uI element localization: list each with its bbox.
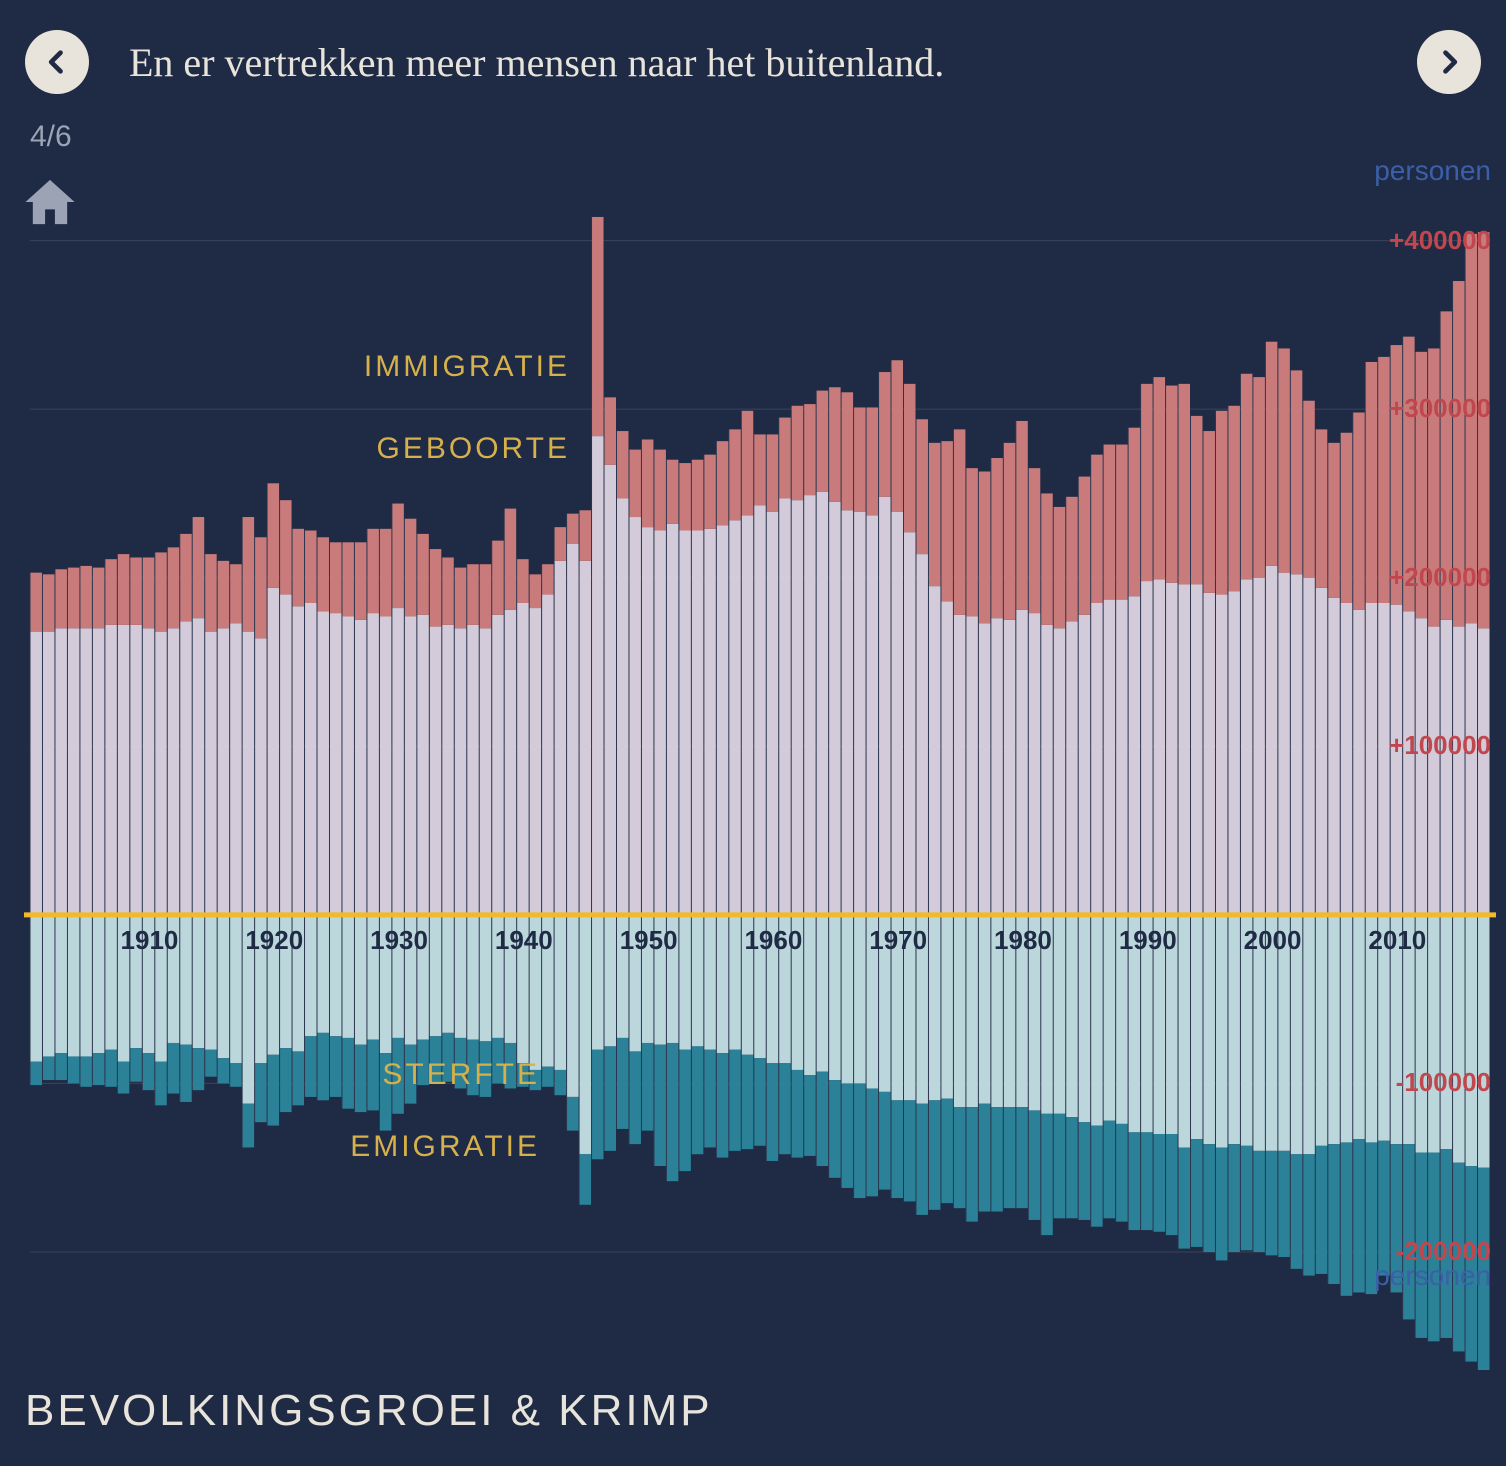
series-label-sterfte: STERFTE bbox=[280, 1058, 540, 1092]
series-label-geboorte: GEBOORTE bbox=[310, 432, 570, 466]
x-tick-label: 1950 bbox=[620, 925, 678, 956]
x-tick-label: 1930 bbox=[370, 925, 428, 956]
y-axis-unit-top: personen bbox=[1374, 155, 1491, 187]
y-tick-label: -100000 bbox=[1396, 1067, 1491, 1098]
x-tick-label: 1980 bbox=[994, 925, 1052, 956]
x-tick-label: 1920 bbox=[245, 925, 303, 956]
y-axis-unit-bottom: personen bbox=[1374, 1260, 1491, 1292]
x-tick-label: 1970 bbox=[869, 925, 927, 956]
x-tick-label: 2010 bbox=[1368, 925, 1426, 956]
x-tick-label: 1910 bbox=[121, 925, 179, 956]
y-tick-label: +100000 bbox=[1389, 730, 1491, 761]
x-tick-label: 1940 bbox=[495, 925, 553, 956]
series-label-emigratie: EMIGRATIE bbox=[280, 1130, 540, 1164]
x-tick-label: 2000 bbox=[1244, 925, 1302, 956]
x-tick-label: 1960 bbox=[744, 925, 802, 956]
y-tick-label: +300000 bbox=[1389, 393, 1491, 424]
population-chart bbox=[0, 0, 1506, 1466]
x-tick-label: 1990 bbox=[1119, 925, 1177, 956]
y-tick-label: +400000 bbox=[1389, 225, 1491, 256]
y-tick-label: +200000 bbox=[1389, 562, 1491, 593]
series-label-immigratie: IMMIGRATIE bbox=[310, 350, 570, 384]
